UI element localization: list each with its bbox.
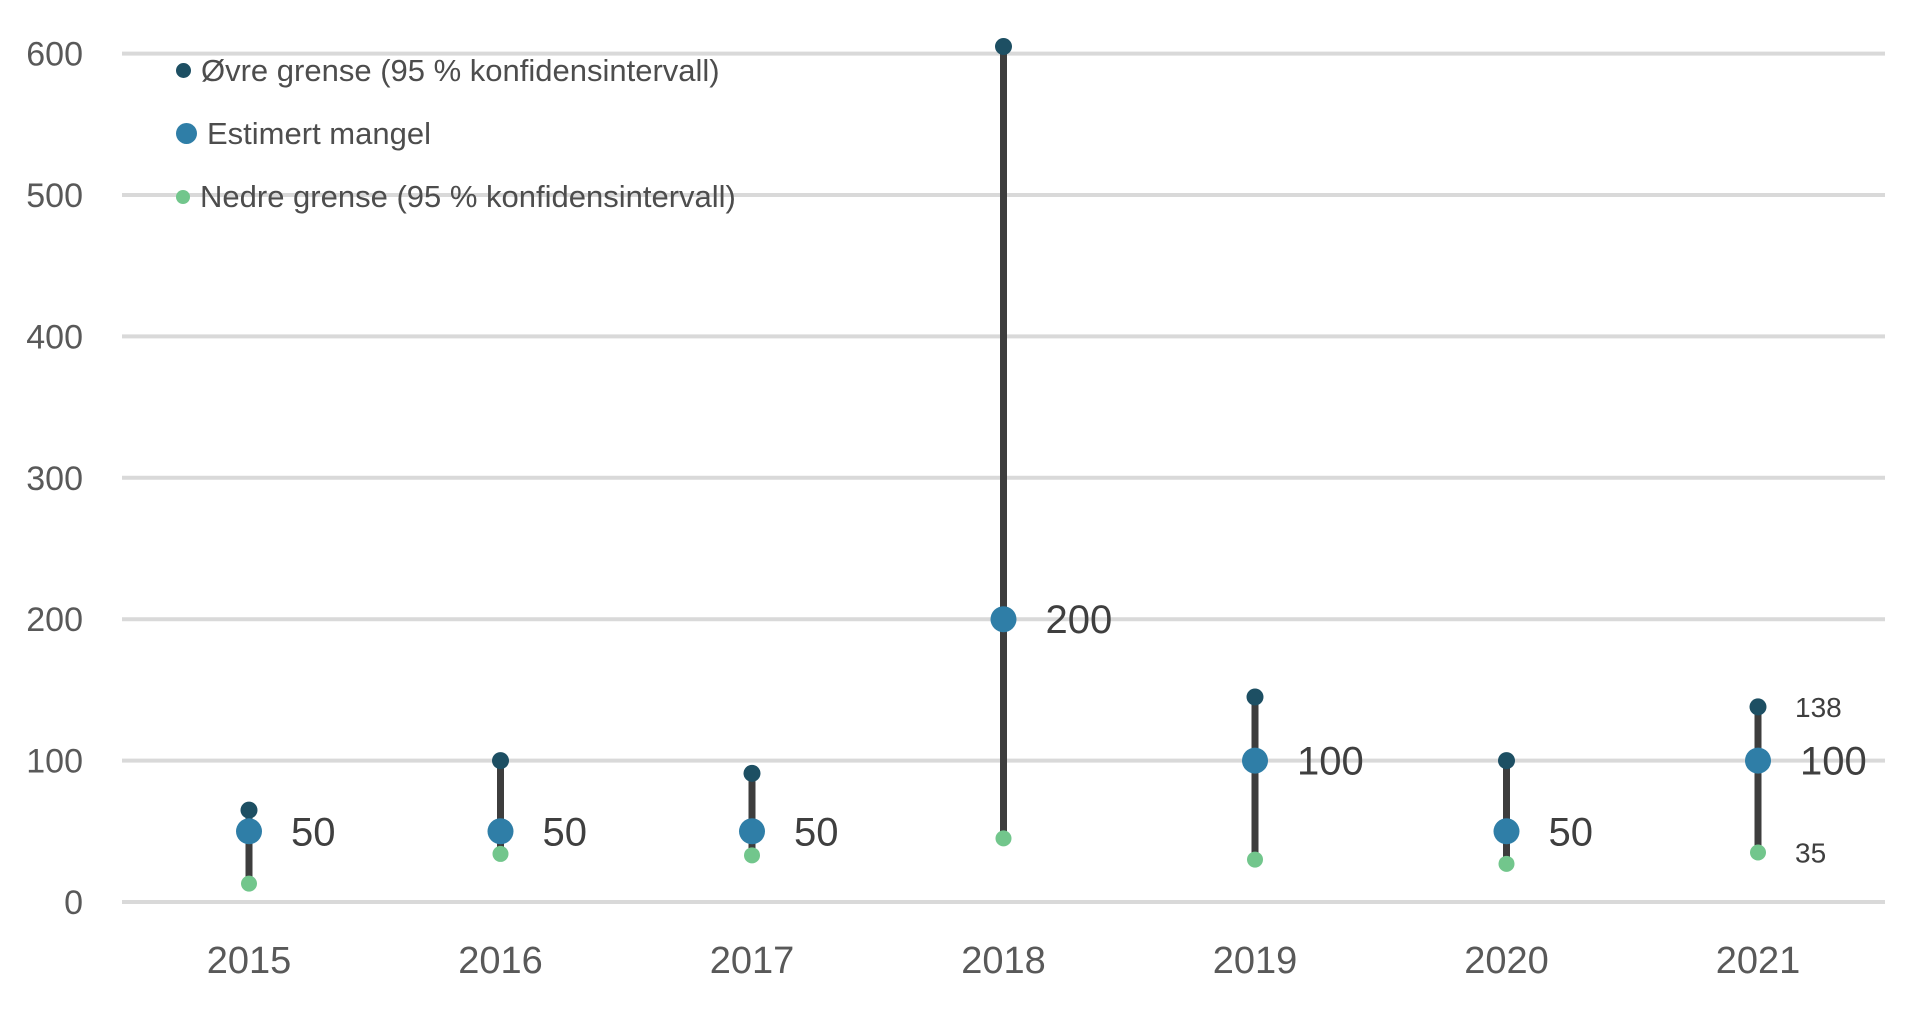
estimate-dot [1493,818,1520,845]
estimate-dot-icon [176,123,197,144]
x-tick-label: 2017 [710,940,795,982]
estimate-dot [236,818,262,845]
upper-dot [1246,688,1264,706]
upper-bound-dot-icon [176,63,191,78]
x-tick-label: 2020 [1464,940,1549,982]
x-tick-label: 2019 [1213,940,1298,982]
y-tick-label: 100 [26,743,83,781]
upper-dot [1498,752,1515,770]
y-tick-label: 0 [64,884,83,922]
y-tick-label: 300 [26,460,83,498]
estimate-value-label: 50 [291,810,336,854]
estimate-dot [1242,747,1268,774]
upper-dot [995,38,1012,56]
upper-dot [492,752,509,770]
estimate-dot [990,606,1017,633]
upper-dot [240,801,258,819]
y-tick-label: 200 [26,601,83,639]
lower-dot [1247,851,1263,868]
lower-dot [1750,844,1766,861]
estimate-value-label: 50 [794,810,839,854]
lower-dot [1498,855,1515,872]
x-tick-label: 2016 [458,940,543,982]
chart-legend: Øvre grense (95 % konfidensintervall) Es… [176,39,736,228]
estimate-value-label: 50 [543,810,588,854]
upper-value-label: 138 [1795,692,1842,723]
y-tick-label: 600 [26,36,83,74]
estimate-dot [739,818,765,845]
estimate-value-label: 100 [1297,740,1364,784]
estimate-value-label: 200 [1046,598,1113,642]
y-tick-label: 500 [26,177,83,215]
lower-value-label: 35 [1795,838,1826,869]
lower-bound-dot-icon [176,189,190,204]
x-tick-label: 2021 [1716,940,1801,982]
lower-dot [492,845,509,862]
lower-dot [995,830,1012,847]
upper-dot [743,764,761,782]
x-tick-label: 2015 [207,940,292,982]
estimate-value-label: 100 [1800,740,1867,784]
estimate-dot [1745,747,1771,774]
lower-dot [744,847,760,864]
lower-dot [241,875,257,892]
estimate-dot [487,818,514,845]
legend-label-upper: Øvre grense (95 % konfidensintervall) [201,53,720,88]
upper-dot [1749,698,1767,716]
estimate-value-label: 50 [1549,810,1594,854]
x-tick-label: 2018 [961,940,1046,982]
legend-label-lower: Nedre grense (95 % konfidensintervall) [200,179,736,214]
legend-row-lower: Nedre grense (95 % konfidensintervall) [176,165,736,228]
legend-row-upper: Øvre grense (95 % konfidensintervall) [176,39,736,102]
legend-row-estimate: Estimert mangel [176,102,736,165]
legend-label-estimate: Estimert mangel [207,116,431,151]
y-tick-label: 400 [26,318,83,356]
